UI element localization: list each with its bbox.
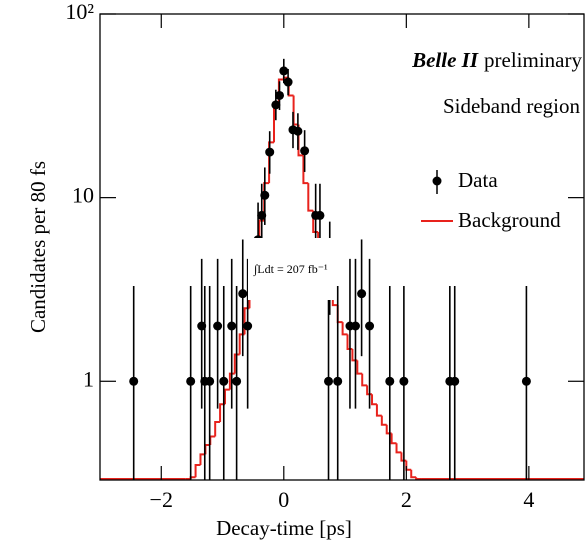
background-step [228, 372, 235, 390]
plot-frame [99, 13, 585, 481]
background-step [302, 155, 309, 185]
data-point [197, 321, 207, 331]
status: preliminary [484, 48, 582, 72]
data-point [521, 376, 531, 386]
background-step [395, 443, 402, 454]
y-tick-label: 10² [65, 0, 94, 24]
region-note: Sideband region [443, 94, 581, 118]
data-point [324, 376, 334, 386]
data-point [257, 210, 267, 220]
data-point [238, 289, 248, 299]
data-point [300, 146, 310, 156]
data-point [232, 376, 242, 386]
experiment: Belle II [411, 48, 479, 72]
y-axis-label: Candidates per 80 fs [26, 161, 50, 333]
legend-label: Background [458, 208, 561, 232]
x-tick-label: −2 [150, 487, 173, 512]
background-step [199, 453, 206, 466]
data-point [315, 210, 325, 220]
data-point [450, 376, 460, 386]
legend-label: Data [458, 168, 498, 192]
background-step [390, 433, 397, 445]
y-tick-label: 10 [72, 183, 94, 208]
legend: Data Background [421, 168, 561, 232]
background-step [375, 404, 382, 417]
background-step [214, 421, 221, 437]
data-point [205, 376, 215, 386]
data-point [283, 77, 293, 87]
experiment-note: Belle II preliminary [411, 48, 582, 72]
background-step [400, 452, 407, 462]
data-point [293, 126, 303, 136]
data-point [365, 321, 375, 331]
background-step [233, 353, 240, 374]
x-tick-label: 0 [278, 487, 289, 512]
background-step [380, 415, 387, 426]
annotation-box [248, 238, 336, 300]
data-point [275, 90, 285, 100]
x-axis-label: Decay-time [ps] [216, 516, 352, 540]
background-step [405, 460, 412, 471]
legend-data-marker [432, 176, 442, 186]
data-point [279, 66, 289, 76]
data-point [385, 376, 395, 386]
background-step [410, 469, 417, 479]
x-tick-label: 2 [401, 487, 412, 512]
data-point [129, 376, 139, 386]
data-point [213, 321, 223, 331]
background-step [209, 435, 216, 445]
background-step [223, 388, 230, 405]
data-point [350, 321, 360, 331]
data-point [357, 289, 367, 299]
data-point [260, 190, 270, 200]
lumi-label: ∫Ldt = 207 fb⁻¹ [253, 262, 328, 276]
data-point [265, 147, 275, 157]
background-step [371, 394, 377, 406]
background-step [356, 360, 363, 375]
data-point [186, 376, 196, 386]
data-point [219, 376, 229, 386]
data-point [243, 321, 253, 331]
background-step [346, 334, 353, 350]
background-step [341, 322, 348, 336]
data-point [333, 376, 343, 386]
background-step [194, 464, 201, 478]
data-point [271, 100, 281, 110]
background-step [415, 477, 422, 480]
background-step [366, 385, 373, 396]
data-point [399, 376, 409, 386]
data-point [227, 321, 237, 331]
background-step [307, 183, 314, 212]
background-step [361, 373, 368, 387]
y-tick-label: 1 [83, 366, 94, 391]
x-tick-label: 4 [523, 487, 534, 512]
